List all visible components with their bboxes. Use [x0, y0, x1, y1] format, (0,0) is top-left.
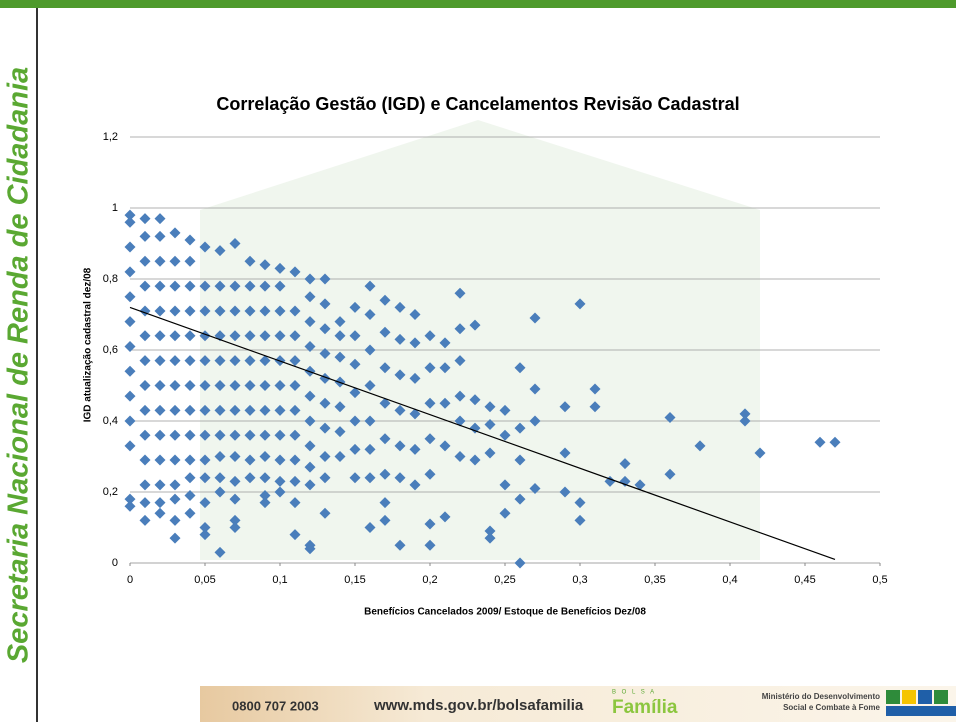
data-point [155, 405, 166, 416]
y-tick-label: 0,6 [103, 344, 118, 356]
data-point [170, 533, 181, 544]
data-point [140, 256, 151, 267]
data-point [125, 266, 136, 277]
data-point [155, 380, 166, 391]
data-point [185, 256, 196, 267]
watermark [200, 120, 760, 560]
data-point [155, 281, 166, 292]
data-point [125, 210, 136, 221]
chart-title: Correlação Gestão (IGD) e Cancelamentos … [216, 94, 739, 114]
data-point [155, 455, 166, 466]
x-tick-label: 0,05 [194, 574, 215, 586]
y-tick-label: 1 [112, 202, 118, 214]
data-point [140, 330, 151, 341]
data-point [170, 515, 181, 526]
data-point [170, 494, 181, 505]
top-bar [0, 0, 956, 8]
data-point [140, 479, 151, 490]
data-point [170, 256, 181, 267]
data-point [140, 355, 151, 366]
y-tick-label: 0,4 [103, 415, 118, 427]
data-point [185, 355, 196, 366]
data-point [185, 305, 196, 316]
y-tick-label: 0,8 [103, 273, 118, 285]
side-rule [36, 8, 38, 722]
x-tick-label: 0,2 [422, 574, 437, 586]
x-tick-label: 0 [127, 574, 133, 586]
y-tick-label: 0,2 [103, 486, 118, 498]
side-title: Secretaria Nacional de Renda de Cidadani… [3, 67, 35, 663]
data-point [155, 231, 166, 242]
data-point [155, 497, 166, 508]
data-point [125, 316, 136, 327]
data-point [140, 281, 151, 292]
footer-url: www.mds.gov.br/bolsafamilia [373, 697, 584, 714]
data-point [140, 405, 151, 416]
data-point [155, 256, 166, 267]
data-point [815, 437, 826, 448]
data-point [170, 355, 181, 366]
data-point [185, 281, 196, 292]
data-point [140, 497, 151, 508]
data-point [140, 515, 151, 526]
data-point [185, 455, 196, 466]
data-point [155, 330, 166, 341]
data-point [125, 366, 136, 377]
data-point [170, 305, 181, 316]
data-point [155, 213, 166, 224]
brand-logo [886, 690, 956, 716]
x-tick-label: 0,4 [722, 574, 737, 586]
ministry-line-2: Social e Combate à Fome [783, 703, 880, 712]
logo-name: Família [612, 697, 678, 718]
data-point [185, 330, 196, 341]
data-point [170, 479, 181, 490]
data-point [170, 455, 181, 466]
data-point [125, 391, 136, 402]
x-tick-label: 0,5 [872, 574, 887, 586]
data-point [140, 231, 151, 242]
data-point [185, 380, 196, 391]
x-tick-label: 0,15 [344, 574, 365, 586]
x-axis-label: Benefícios Cancelados 2009/ Estoque de B… [364, 607, 646, 618]
data-point [155, 479, 166, 490]
data-point [170, 227, 181, 238]
data-point [125, 291, 136, 302]
data-point [140, 455, 151, 466]
data-point [125, 416, 136, 427]
y-axis-label: IGD atualização cadastral dez/08 [83, 267, 94, 422]
data-point [170, 330, 181, 341]
data-point [170, 405, 181, 416]
data-point [185, 472, 196, 483]
data-point [125, 494, 136, 505]
data-point [185, 405, 196, 416]
data-point [185, 234, 196, 245]
ministry-line-1: Ministério do Desenvolvimento [762, 692, 880, 701]
y-tick-label: 0 [112, 557, 118, 569]
data-point [155, 355, 166, 366]
data-point [140, 380, 151, 391]
data-point [185, 508, 196, 519]
footer-phone: 0800 707 2003 [232, 698, 319, 713]
logo-top: B O L S A [612, 690, 656, 696]
x-tick-label: 0,1 [272, 574, 287, 586]
data-point [185, 430, 196, 441]
data-point [125, 440, 136, 451]
x-tick-label: 0,3 [572, 574, 587, 586]
x-tick-label: 0,35 [644, 574, 665, 586]
data-point [830, 437, 841, 448]
data-point [170, 281, 181, 292]
y-tick-label: 1,2 [103, 131, 118, 143]
data-point [155, 430, 166, 441]
data-point [155, 305, 166, 316]
slide: Secretaria Nacional de Renda de Cidadani… [0, 0, 956, 722]
data-point [170, 430, 181, 441]
data-point [140, 213, 151, 224]
data-point [155, 508, 166, 519]
x-tick-label: 0,45 [794, 574, 815, 586]
data-point [170, 380, 181, 391]
data-point [140, 430, 151, 441]
data-point [125, 242, 136, 253]
x-tick-label: 0,25 [494, 574, 515, 586]
